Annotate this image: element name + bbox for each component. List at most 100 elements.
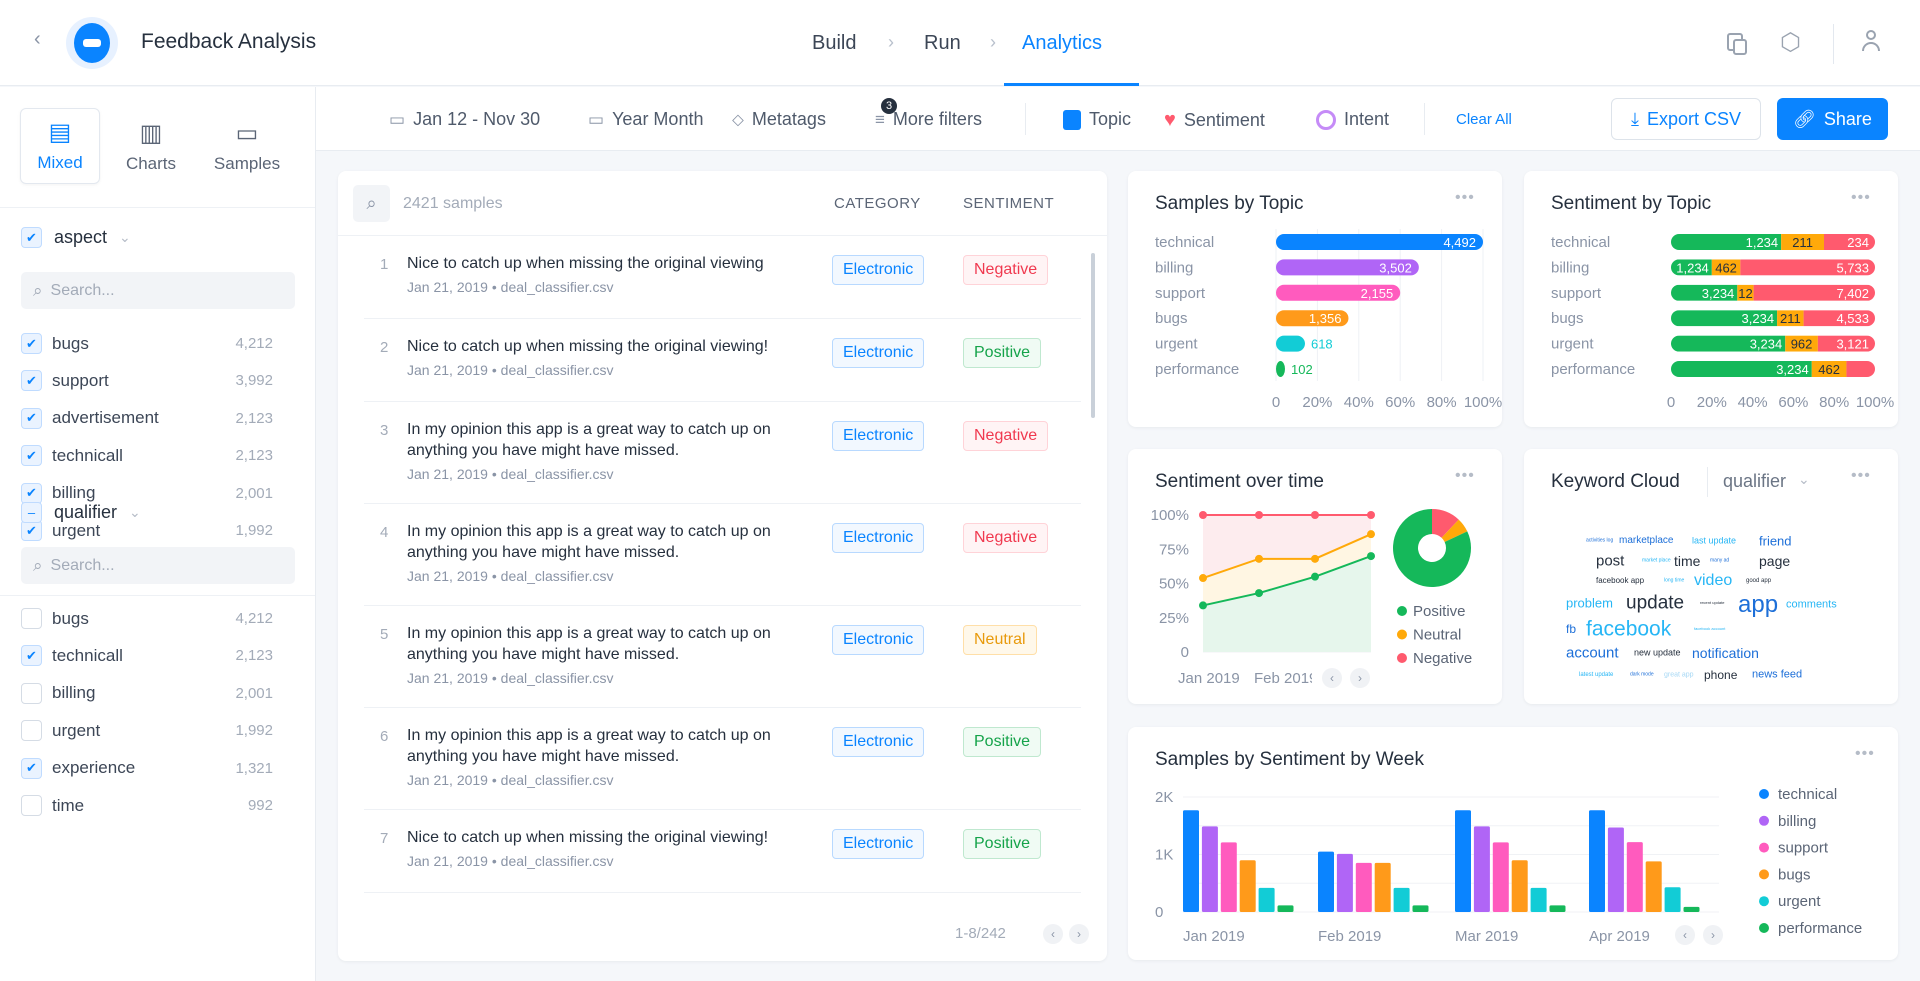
filter-item[interactable]: ✔ technicall 2,123 bbox=[21, 645, 273, 667]
prev-period-button[interactable]: ‹ bbox=[1675, 925, 1695, 945]
qualifier-dropdown[interactable]: qualifier ⌄ bbox=[1723, 471, 1810, 492]
category-badge[interactable]: Electronic bbox=[832, 625, 925, 655]
keyword[interactable]: app bbox=[1738, 591, 1779, 618]
step-run[interactable]: Run bbox=[924, 32, 961, 54]
keyword[interactable]: great app bbox=[1664, 671, 1694, 679]
sentiment-toggle[interactable]: ♥ Sentiment bbox=[1164, 109, 1265, 132]
checkbox[interactable]: ✔ bbox=[21, 645, 42, 667]
clear-all-link[interactable]: Clear All bbox=[1456, 111, 1512, 128]
category-badge[interactable]: Electronic bbox=[832, 829, 925, 859]
keyword[interactable]: post bbox=[1596, 552, 1625, 570]
sample-row[interactable]: 1 Nice to catch up when missing the origi… bbox=[364, 236, 1081, 319]
granularity-filter[interactable]: ▭ Year Month bbox=[588, 109, 703, 130]
view-mode-samples[interactable]: ▭ Samples bbox=[207, 108, 287, 184]
keyword[interactable]: market place bbox=[1642, 557, 1671, 564]
sentiment-badge[interactable]: Negative bbox=[963, 255, 1049, 285]
checkbox[interactable]: ✔ bbox=[21, 445, 42, 467]
sample-row[interactable]: 6 In my opinion this app is a great way t… bbox=[364, 708, 1081, 810]
scrollbar[interactable] bbox=[1091, 253, 1095, 418]
more-options-icon[interactable]: ••• bbox=[1455, 189, 1475, 206]
keyword[interactable]: marketplace bbox=[1619, 535, 1674, 546]
step-build[interactable]: Build bbox=[812, 32, 857, 54]
keyword[interactable]: good app bbox=[1746, 578, 1772, 584]
category-badge[interactable]: Electronic bbox=[832, 338, 925, 368]
checkbox[interactable]: ✔ bbox=[21, 482, 42, 504]
search-icon[interactable]: ⌕ bbox=[353, 185, 390, 222]
filter-group-header[interactable]: – qualifier ⌄ bbox=[21, 502, 141, 523]
user-icon[interactable] bbox=[1860, 30, 1882, 56]
filter-search-input[interactable]: ⌕ Search... bbox=[21, 547, 295, 584]
keyword[interactable]: news feed bbox=[1752, 668, 1803, 681]
keyword[interactable]: long time bbox=[1664, 577, 1685, 584]
keyword[interactable]: facebook bbox=[1586, 617, 1672, 641]
date-range-filter[interactable]: ▭ Jan 12 - Nov 30 bbox=[389, 109, 540, 130]
sample-row[interactable]: 3 In my opinion this app is a great way t… bbox=[364, 402, 1081, 504]
keyword[interactable]: recent update bbox=[1700, 600, 1725, 605]
sample-row[interactable]: 2 Nice to catch up when missing the origi… bbox=[364, 319, 1081, 402]
more-options-icon[interactable]: ••• bbox=[1851, 189, 1871, 206]
sentiment-badge[interactable]: Negative bbox=[963, 421, 1049, 451]
keyword[interactable]: dark mode bbox=[1630, 671, 1654, 678]
category-badge[interactable]: Electronic bbox=[832, 727, 925, 757]
column-header-category[interactable]: CATEGORY bbox=[834, 195, 921, 212]
checkbox[interactable]: ✔ bbox=[21, 407, 42, 429]
next-period-button[interactable]: › bbox=[1350, 668, 1370, 688]
keyword[interactable]: latest update bbox=[1579, 672, 1614, 678]
keyword[interactable]: facebook account bbox=[1694, 626, 1726, 631]
keyword[interactable]: account bbox=[1566, 644, 1619, 662]
prev-period-button[interactable]: ‹ bbox=[1322, 668, 1342, 688]
keyword[interactable]: update bbox=[1626, 592, 1685, 614]
checkbox[interactable] bbox=[21, 720, 42, 742]
intent-toggle[interactable]: Intent bbox=[1316, 109, 1389, 130]
filter-item[interactable]: billing 2,001 bbox=[21, 682, 273, 704]
checkbox[interactable] bbox=[21, 608, 42, 629]
sample-row[interactable]: 7 Nice to catch up when missing the origi… bbox=[364, 810, 1081, 893]
keyword[interactable]: comments bbox=[1786, 598, 1837, 611]
keyword[interactable]: video bbox=[1694, 572, 1733, 589]
sample-row[interactable]: 5 In my opinion this app is a great way t… bbox=[364, 606, 1081, 708]
checkbox[interactable]: ✔ bbox=[21, 333, 42, 354]
checkbox[interactable]: ✔ bbox=[21, 520, 42, 541]
view-mode-charts[interactable]: ▥ Charts bbox=[111, 108, 191, 184]
filter-item[interactable]: bugs 4,212 bbox=[21, 608, 273, 629]
filter-search-input[interactable]: ⌕ Search... bbox=[21, 272, 295, 309]
metatags-filter[interactable]: ⬦ Metatags bbox=[732, 109, 826, 130]
keyword[interactable]: new update bbox=[1634, 647, 1681, 658]
more-filters[interactable]: ≡ 3 More filters bbox=[875, 97, 982, 130]
prev-page-button[interactable]: ‹ bbox=[1043, 924, 1063, 944]
checkbox[interactable]: ✔ bbox=[21, 370, 42, 392]
keyword[interactable]: time bbox=[1674, 553, 1701, 569]
filter-item[interactable]: ✔ experience 1,321 bbox=[21, 757, 273, 779]
keyword[interactable]: phone bbox=[1704, 668, 1738, 682]
column-header-sentiment[interactable]: SENTIMENT bbox=[963, 195, 1055, 212]
filter-item[interactable]: urgent 1,992 bbox=[21, 720, 273, 742]
sentiment-badge[interactable]: Positive bbox=[963, 338, 1042, 368]
export-csv-button[interactable]: ⤓ Export CSV bbox=[1611, 98, 1761, 140]
filter-item[interactable]: ✔ bugs 4,212 bbox=[21, 333, 273, 354]
next-period-button[interactable]: › bbox=[1703, 925, 1723, 945]
more-options-icon[interactable]: ••• bbox=[1855, 745, 1875, 762]
checkbox[interactable]: ✔ bbox=[21, 757, 42, 779]
sample-row[interactable]: 4 In my opinion this app is a great way t… bbox=[364, 504, 1081, 606]
filter-item[interactable]: time 992 bbox=[21, 795, 273, 816]
keyword[interactable]: problem bbox=[1566, 595, 1613, 611]
checkbox[interactable] bbox=[21, 682, 42, 704]
group-checkbox[interactable]: – bbox=[21, 502, 42, 523]
category-badge[interactable]: Electronic bbox=[832, 255, 925, 285]
filter-item[interactable]: ✔ billing 2,001 bbox=[21, 482, 273, 504]
keyword[interactable]: many ad bbox=[1710, 557, 1730, 564]
view-mode-mixed[interactable]: ▤ Mixed bbox=[20, 108, 100, 184]
filter-item[interactable]: ✔ urgent 1,992 bbox=[21, 520, 273, 541]
keyword[interactable]: activities log bbox=[1586, 537, 1614, 544]
settings-icon[interactable]: ⬡ bbox=[1780, 29, 1801, 56]
keyword[interactable]: last update bbox=[1692, 535, 1737, 546]
checkbox[interactable] bbox=[21, 795, 42, 816]
sentiment-badge[interactable]: Positive bbox=[963, 727, 1042, 757]
filter-item[interactable]: ✔ technicall 2,123 bbox=[21, 445, 273, 467]
sentiment-badge[interactable]: Neutral bbox=[963, 625, 1037, 655]
copy-icon[interactable] bbox=[1727, 33, 1747, 55]
topic-toggle[interactable]: Topic bbox=[1063, 109, 1131, 130]
keyword[interactable]: facebook app bbox=[1596, 576, 1645, 585]
keyword[interactable]: page bbox=[1759, 553, 1791, 569]
keyword[interactable]: fb bbox=[1566, 622, 1577, 636]
